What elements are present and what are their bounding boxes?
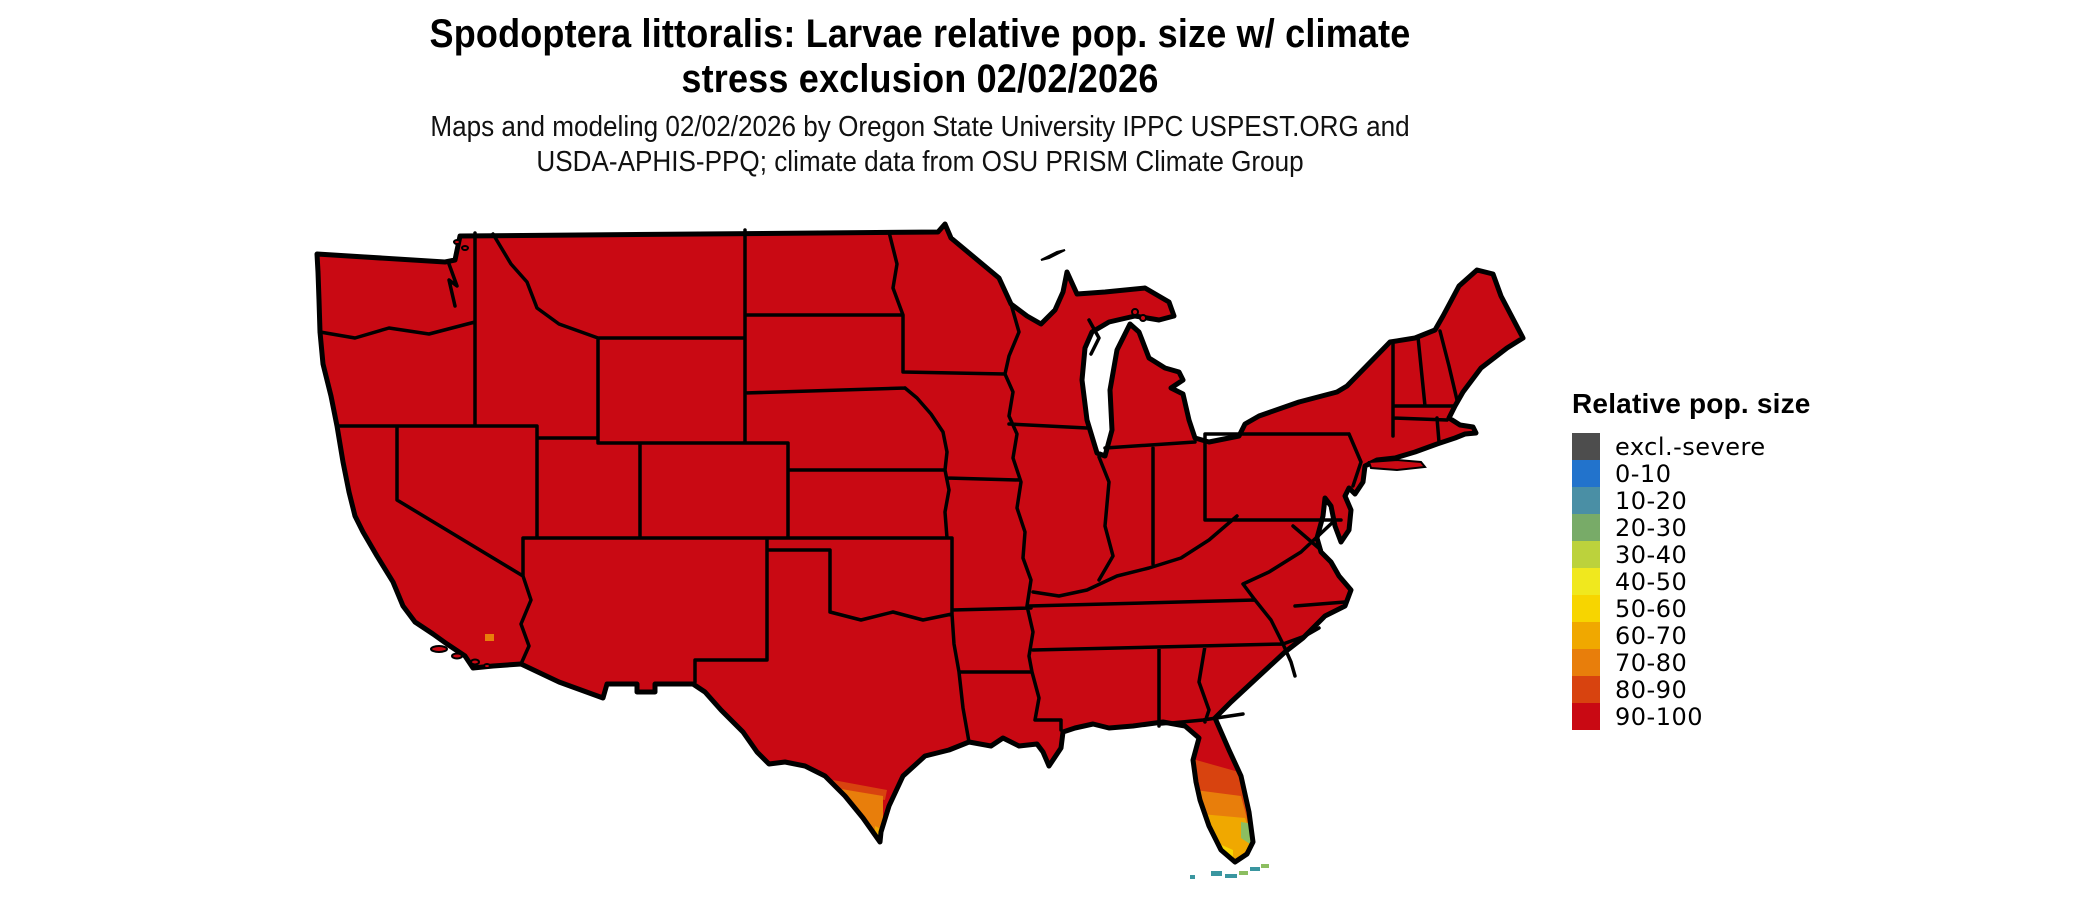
legend-swatch [1572, 433, 1600, 460]
keys-segment [1190, 875, 1195, 879]
san-juan-island [453, 239, 461, 245]
legend-item: 10-20 [1572, 486, 1811, 515]
channel-island [430, 645, 448, 653]
islands [430, 239, 1427, 669]
legend-label: 20-30 [1615, 513, 1688, 542]
keys-segment [1211, 871, 1222, 876]
legend-label: 0-10 [1615, 459, 1672, 488]
legend-item: 70-80 [1572, 648, 1811, 677]
legend-label: excl.-severe [1615, 432, 1766, 461]
legend-item: 80-90 [1572, 675, 1811, 704]
isle-royale-island [1040, 249, 1066, 261]
legend-label: 90-100 [1615, 702, 1704, 731]
legend-item: 20-30 [1572, 513, 1811, 542]
lake-michigan-island [1139, 314, 1147, 322]
title-line-2: stress exclusion 02/02/2026 [681, 57, 1159, 102]
florida-grade-60-70 [1201, 814, 1253, 862]
legend-label: 40-50 [1615, 567, 1688, 596]
legend-label: 80-90 [1615, 675, 1688, 704]
florida-keys [1190, 864, 1269, 879]
legend-swatch [1572, 595, 1600, 622]
map-legend: Relative pop. size excl.-severe 0-10 10-… [1572, 388, 1811, 731]
channel-island [470, 658, 480, 666]
san-juan-island [461, 245, 469, 251]
legend-item: 60-70 [1572, 621, 1811, 650]
legend-swatch [1572, 568, 1600, 595]
us-outline [314, 221, 1526, 865]
legend-swatch [1572, 541, 1600, 568]
legend-label: 30-40 [1615, 540, 1688, 569]
texas-grade-50-60 [861, 830, 869, 838]
legend-label: 60-70 [1615, 621, 1688, 650]
legend-item: 90-100 [1572, 702, 1811, 731]
legend-swatch [1572, 460, 1600, 487]
legend-item: 30-40 [1572, 540, 1811, 569]
legend-label: 70-80 [1615, 648, 1688, 677]
keys-segment [1239, 871, 1248, 875]
legend-swatch [1572, 514, 1600, 541]
legend-swatch [1572, 703, 1600, 730]
us-land-fill [317, 224, 1523, 862]
legend-title: Relative pop. size [1572, 388, 1811, 419]
legend-item: 40-50 [1572, 567, 1811, 596]
legend-swatch [1572, 649, 1600, 676]
page-title: Spodoptera littoralis: Larvae relative p… [245, 12, 1595, 102]
lake-michigan-island [1131, 308, 1139, 316]
title-line-1: Spodoptera littoralis: Larvae relative p… [429, 12, 1411, 56]
keys-segment [1250, 867, 1260, 871]
legend-label: 50-60 [1615, 594, 1688, 623]
channel-island [483, 663, 491, 669]
keys-segment [1261, 864, 1269, 868]
long-island [1367, 458, 1427, 472]
legend-swatch [1572, 487, 1600, 514]
legend-swatch [1572, 622, 1600, 649]
socal-grade-70-80 [485, 634, 494, 641]
channel-island [451, 652, 463, 660]
subtitle-line-1: Maps and modeling 02/02/2026 by Oregon S… [430, 111, 1410, 143]
legend-item: excl.-severe [1572, 432, 1811, 461]
page-subtitle: Maps and modeling 02/02/2026 by Oregon S… [245, 110, 1595, 180]
us-choropleth-map [297, 220, 1567, 892]
state-borders [318, 228, 1459, 744]
us-map-svg [314, 221, 1526, 879]
legend-item: 0-10 [1572, 459, 1811, 488]
legend-label: 10-20 [1615, 486, 1688, 515]
subtitle-line-2: USDA-APHIS-PPQ; climate data from OSU PR… [536, 145, 1304, 178]
keys-segment [1225, 874, 1237, 878]
legend-item: 50-60 [1572, 594, 1811, 623]
legend-swatch [1572, 676, 1600, 703]
